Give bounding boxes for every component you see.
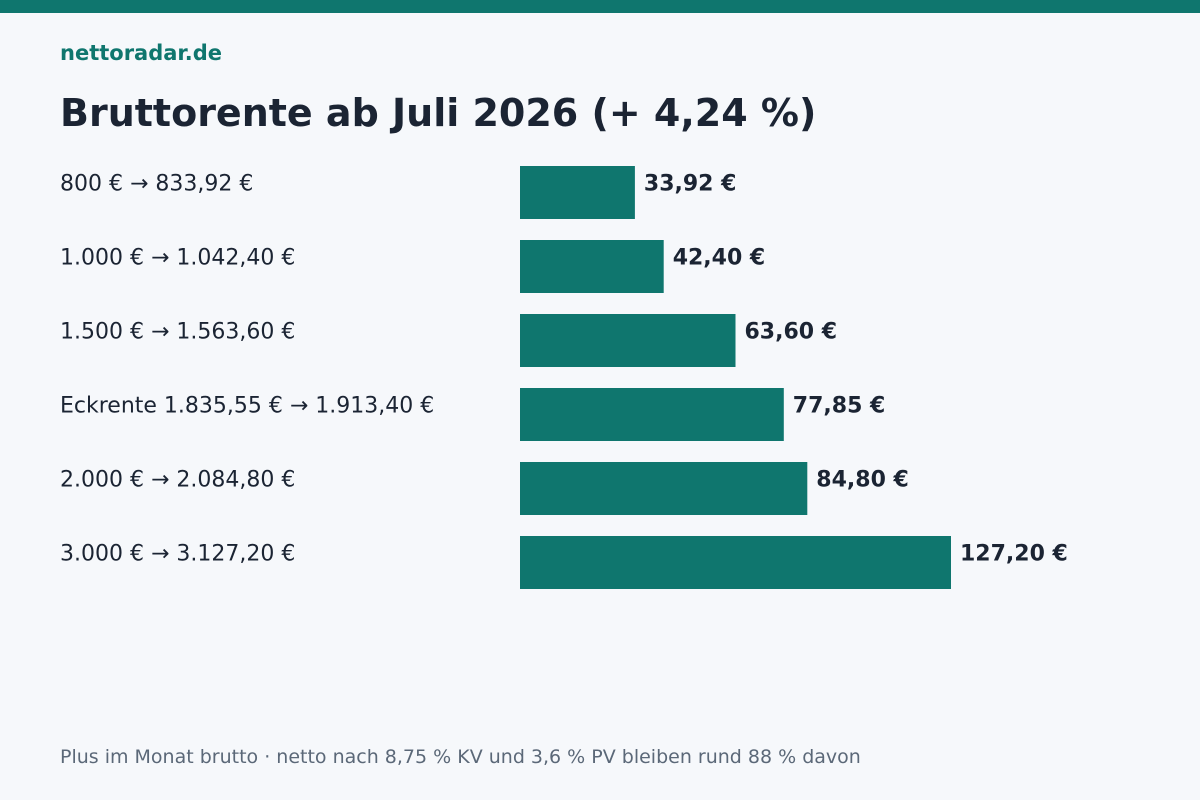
- value-label: 127,20 €: [960, 542, 1068, 567]
- bar: [520, 240, 664, 293]
- category-label: 3.000 € → 3.127,20 €: [60, 542, 295, 567]
- bar: [520, 462, 808, 515]
- value-label: 42,40 €: [673, 246, 766, 271]
- bar: [520, 166, 635, 219]
- brand-name: nettoradar.de: [60, 41, 223, 65]
- value-label: 84,80 €: [816, 468, 909, 493]
- category-label: 1.000 € → 1.042,40 €: [60, 246, 295, 271]
- category-label: Eckrente 1.835,55 € → 1.913,40 €: [60, 394, 434, 419]
- category-label: 1.500 € → 1.563,60 €: [60, 320, 295, 345]
- chart-title: Bruttorente ab Juli 2026 (+ 4,24 %): [60, 91, 817, 135]
- bar: [520, 536, 951, 589]
- bar: [520, 388, 784, 441]
- footnote: Plus im Monat brutto · netto nach 8,75 %…: [60, 746, 861, 768]
- category-label: 2.000 € → 2.084,80 €: [60, 468, 295, 493]
- top-accent-bar: [0, 0, 1200, 13]
- value-label: 63,60 €: [745, 320, 838, 345]
- value-label: 77,85 €: [793, 394, 886, 419]
- value-label: 33,92 €: [644, 172, 737, 197]
- bar: [520, 314, 736, 367]
- category-label: 800 € → 833,92 €: [60, 172, 253, 197]
